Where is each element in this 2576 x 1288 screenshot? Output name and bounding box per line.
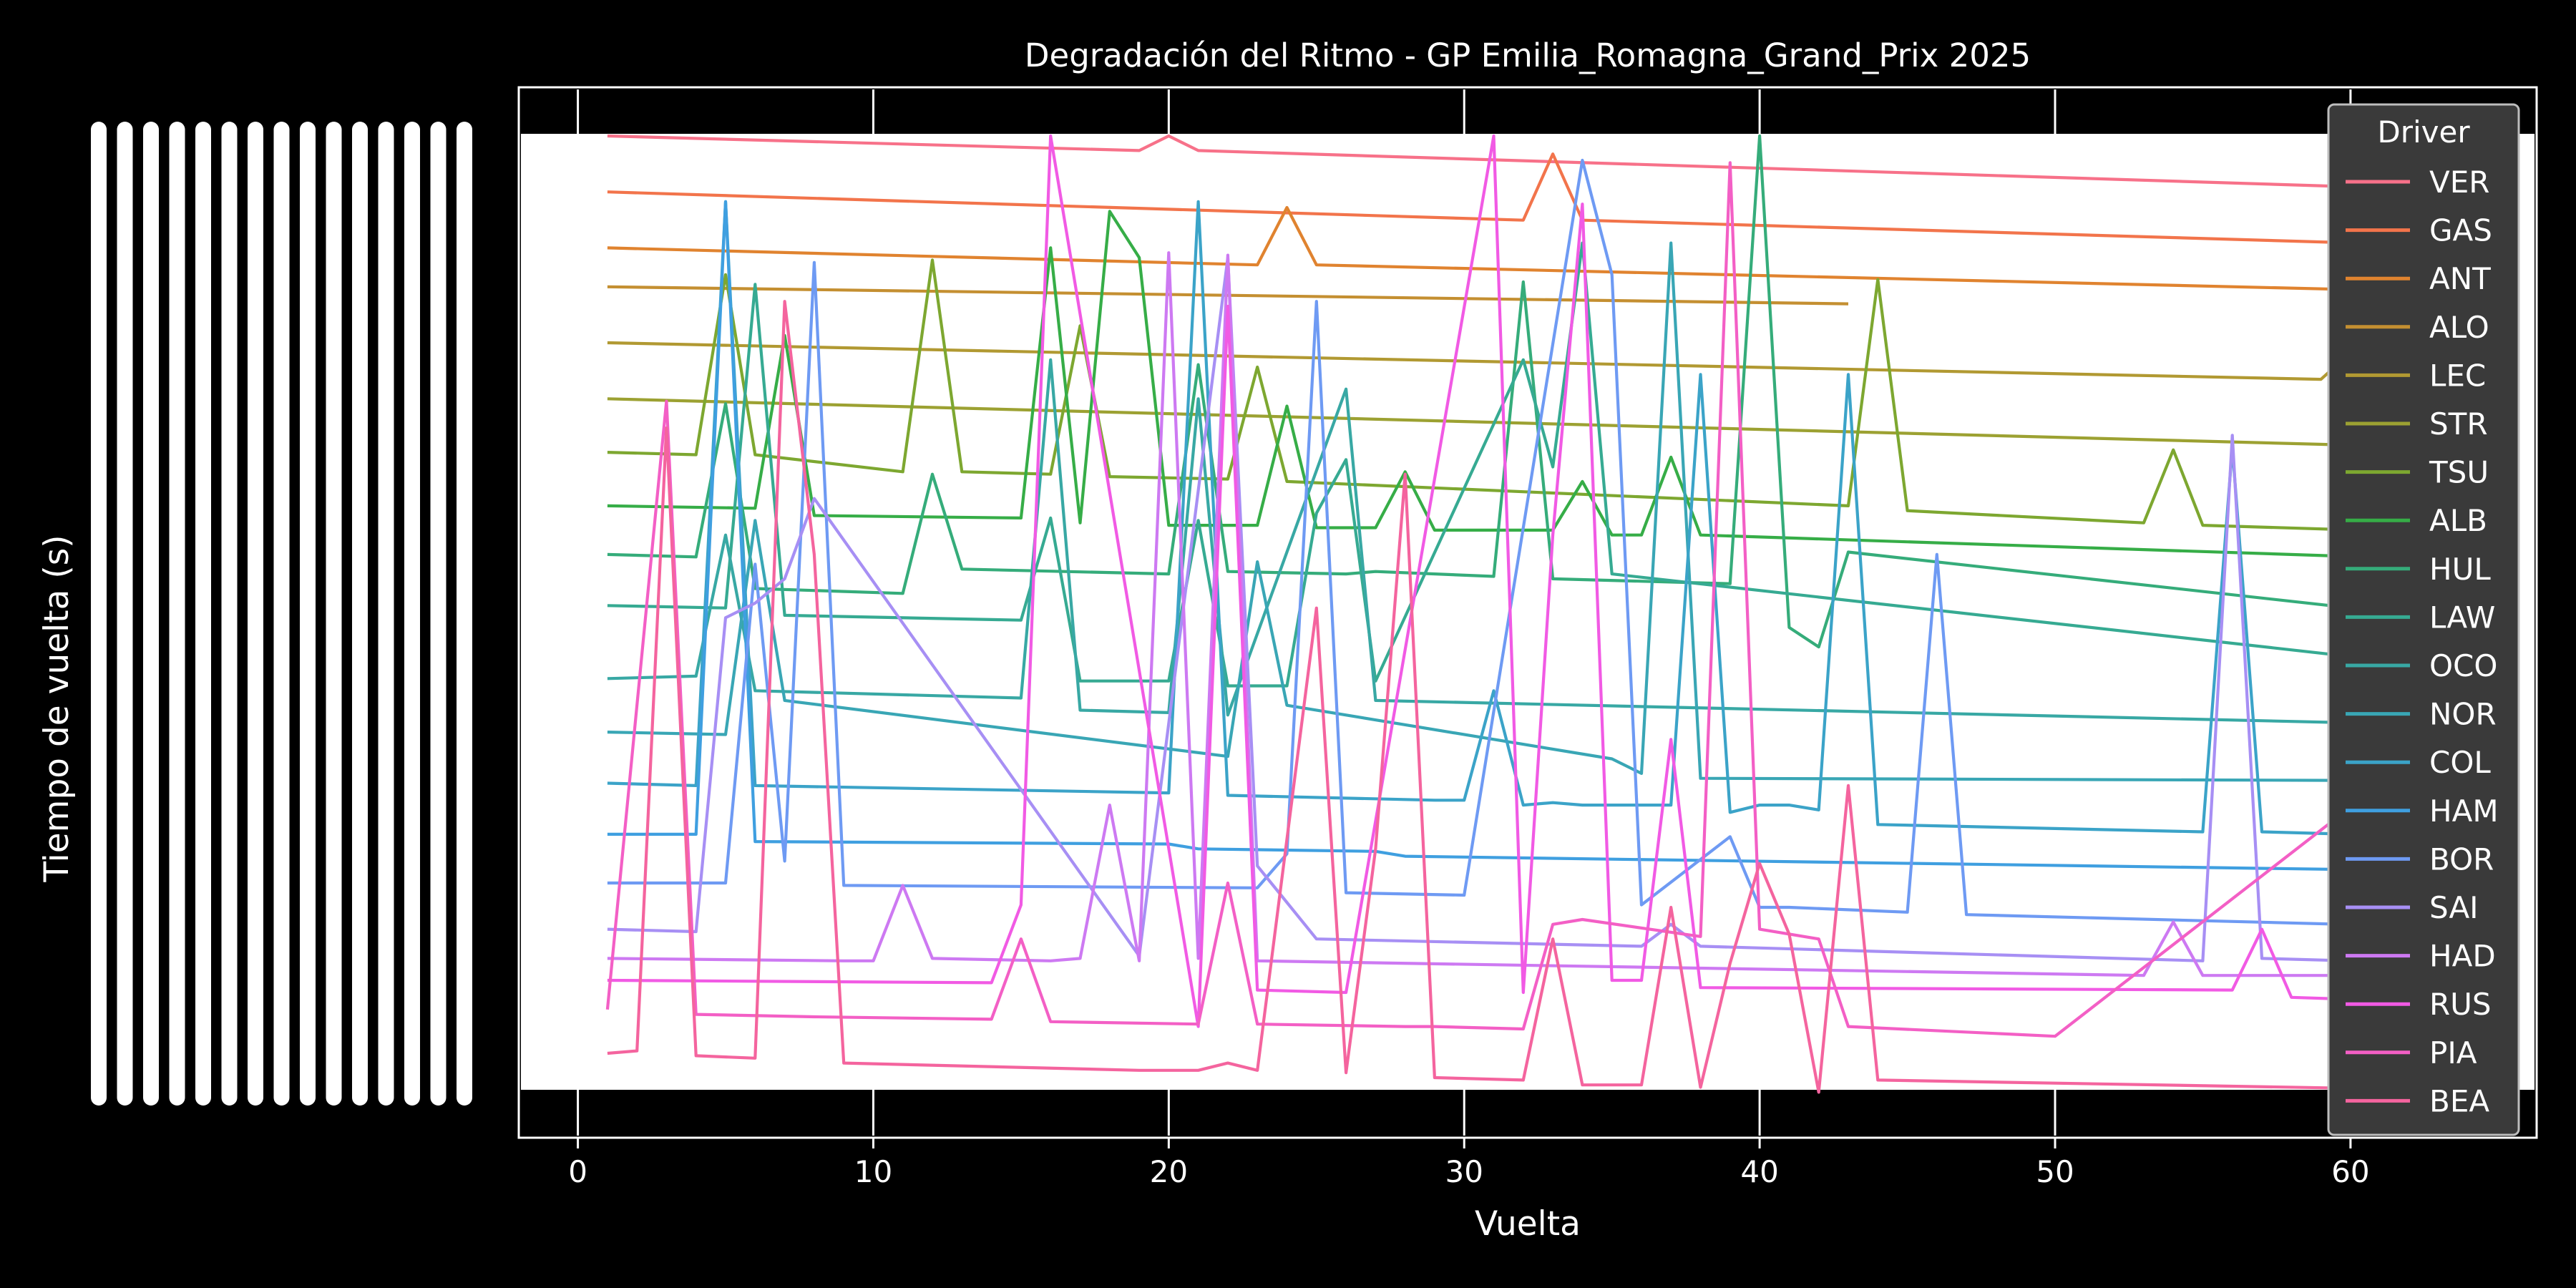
- series-line-had: [607, 251, 2441, 977]
- x-tick-label-50: 50: [2036, 1154, 2074, 1189]
- series-line-ver: [607, 134, 2439, 191]
- legend-label-alo: ALO: [2429, 310, 2489, 345]
- y-tick-label-overlap-4: [169, 122, 185, 1106]
- y-tick-label-overlap-5: [195, 122, 211, 1106]
- y-tick-label-overlap-12: [378, 122, 394, 1106]
- y-axis-label: Tiempo de vuelta (s): [37, 535, 77, 882]
- legend-label-gas: GAS: [2429, 213, 2492, 248]
- series-line-bor: [607, 158, 2439, 929]
- legend-label-had: HAD: [2429, 939, 2496, 974]
- series-line-sai: [607, 255, 2439, 965]
- y-tick-label-overlap-14: [430, 122, 447, 1106]
- y-tick-label-overlap-3: [143, 122, 159, 1106]
- y-tick-label-overlap-8: [273, 122, 290, 1106]
- legend-label-nor: NOR: [2429, 697, 2497, 732]
- legend-label-pia: PIA: [2429, 1035, 2477, 1070]
- y-tick-label-overlap-7: [248, 122, 263, 1106]
- legend-label-ver: VER: [2429, 165, 2489, 200]
- legend-label-ham: HAM: [2429, 794, 2499, 829]
- y-tick-label-overlap-2: [117, 122, 133, 1106]
- legend-label-oco: OCO: [2429, 648, 2497, 683]
- series-line-bea: [607, 300, 2439, 1094]
- legend-title: Driver: [2377, 114, 2470, 150]
- legend-label-tsu: TSU: [2429, 455, 2489, 490]
- series-line-alb: [607, 210, 2439, 561]
- legend-label-law: LAW: [2429, 600, 2495, 635]
- plot-frame: [517, 86, 2538, 1139]
- x-tick-label-0: 0: [568, 1154, 587, 1189]
- legend-label-str: STR: [2429, 406, 2488, 441]
- legend-label-sai: SAI: [2429, 890, 2479, 925]
- series-line-col: [607, 200, 2439, 839]
- y-tick-label-overlap-6: [221, 122, 238, 1106]
- x-tick-label-60: 60: [2331, 1154, 2369, 1189]
- series-line-ant: [607, 205, 2439, 293]
- y-tick-label-overlap-13: [404, 122, 420, 1106]
- legend-label-hul: HUL: [2429, 552, 2491, 587]
- series-line-hul: [607, 134, 2439, 649]
- series-line-rus: [607, 134, 2439, 1028]
- y-tick-label-overlap-1: [91, 122, 107, 1106]
- legend-label-alb: ALB: [2429, 503, 2487, 538]
- legend-box: [2327, 103, 2520, 1136]
- series-line-oco: [607, 358, 2439, 726]
- chart-title: Degradación del Ritmo - GP Emilia_Romagn…: [1025, 36, 2031, 74]
- legend-label-rus: RUS: [2429, 987, 2492, 1022]
- series-line-gas: [607, 152, 2439, 248]
- legend: Driver VER GAS ANT ALO LEC STR TSU ALB HUL LAW OCO…: [2327, 103, 2520, 1136]
- y-axis-tick-labels: [91, 122, 472, 1106]
- legend-label-bea: BEA: [2429, 1083, 2489, 1118]
- legend-label-col: COL: [2429, 745, 2491, 780]
- x-tick-label-20: 20: [1150, 1154, 1188, 1189]
- y-tick-label-overlap-9: [300, 122, 316, 1106]
- legend-label-bor: BOR: [2429, 841, 2494, 877]
- x-tick-label-40: 40: [1740, 1154, 1778, 1189]
- series-line-law: [607, 241, 2439, 688]
- y-tick-label-overlap-11: [352, 122, 368, 1106]
- series-line-pia: [605, 161, 2441, 1044]
- legend-label-ant: ANT: [2429, 261, 2491, 296]
- series-layer: [605, 134, 2441, 1094]
- x-tick-label-30: 30: [1445, 1154, 1483, 1189]
- y-tick-label-overlap-10: [326, 122, 342, 1106]
- x-axis-label: Vuelta: [1475, 1204, 1581, 1244]
- x-axis-ticks: 0 10 20 30 40 50 60: [568, 1138, 2370, 1189]
- series-line-nor: [607, 241, 2439, 783]
- legend-label-lec: LEC: [2429, 358, 2486, 393]
- x-tick-label-10: 10: [854, 1154, 892, 1189]
- y-tick-label-overlap-15: [457, 122, 472, 1106]
